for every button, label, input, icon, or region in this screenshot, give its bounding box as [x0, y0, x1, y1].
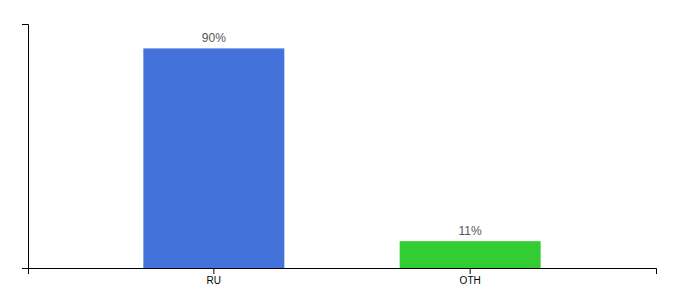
plot-area: RU OTH 90% 11% — [22, 25, 657, 287]
x-axis-line — [29, 269, 657, 275]
chart-svg: RU OTH 90% 11% — [0, 0, 680, 300]
x-tick-label: OTH — [460, 275, 481, 286]
x-tick-mark — [213, 268, 214, 274]
x-tick: RU — [207, 268, 221, 286]
data-label: 11% — [459, 224, 482, 238]
x-tick: OTH — [460, 268, 481, 286]
bar — [143, 48, 284, 268]
x-axis: RU OTH — [29, 268, 657, 286]
y-axis — [22, 25, 29, 269]
y-axis-line — [22, 25, 29, 269]
chart-container: RU OTH 90% 11% — [0, 0, 680, 300]
x-tick-label: RU — [207, 275, 221, 286]
bar — [400, 241, 541, 268]
data-labels: 90% 11% — [202, 31, 482, 238]
data-label: 90% — [202, 31, 226, 45]
x-tick-mark — [470, 268, 471, 274]
bars — [143, 48, 540, 268]
